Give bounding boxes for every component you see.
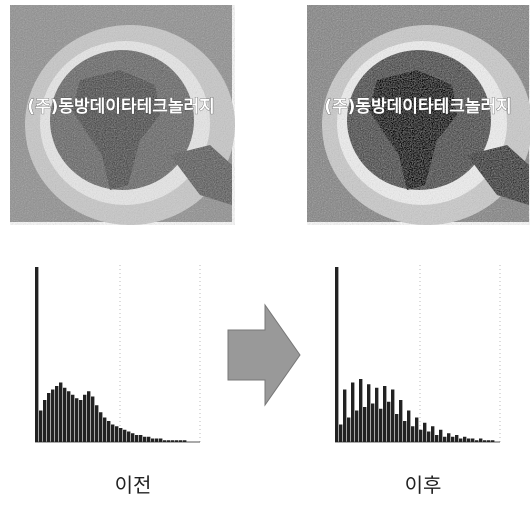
histogram-bar <box>487 440 490 442</box>
histogram-bar <box>391 390 394 443</box>
image-after: (주)동방데이타테크놀러지 <box>307 5 530 225</box>
histogram-bar <box>407 411 410 443</box>
histogram-bar <box>67 391 70 442</box>
histogram-frames <box>120 265 500 442</box>
histogram-bar <box>147 437 150 442</box>
histogram-bar <box>95 405 98 442</box>
caption: 이후 <box>405 473 442 497</box>
histogram-bar <box>123 430 126 442</box>
histogram-bar <box>131 433 134 442</box>
histogram-bar <box>435 435 438 442</box>
histogram-bar <box>115 426 118 442</box>
histogram-bar <box>71 395 74 442</box>
histogram-bar <box>399 400 402 442</box>
histogram-bar <box>395 414 398 442</box>
histogram-bar <box>151 439 154 443</box>
histogram-bar <box>491 440 494 442</box>
histogram-bar <box>171 440 174 442</box>
histogram-bar <box>387 402 390 442</box>
caption: 이전 <box>115 473 152 497</box>
watermark: (주)동방데이타테크놀러지 <box>27 97 215 117</box>
histogram-bar <box>431 426 434 442</box>
histogram-bar <box>371 404 374 443</box>
histogram-bar <box>143 437 146 442</box>
histogram-bar <box>119 428 122 442</box>
histogram-bar <box>367 384 370 442</box>
histogram-bar <box>107 421 110 442</box>
histogram-bar <box>483 440 486 442</box>
histogram-bar <box>91 397 94 443</box>
histogram-bar <box>383 386 386 442</box>
histogram-bar <box>87 391 90 442</box>
histogram-bar <box>135 435 138 442</box>
histogram-bar <box>43 400 46 442</box>
histogram-bar <box>51 390 54 443</box>
histogram-bar <box>63 388 66 442</box>
histogram-bar <box>419 430 422 442</box>
histogram-bar <box>179 440 182 442</box>
histogram-bar <box>155 439 158 443</box>
histogram-bar <box>443 437 446 442</box>
histogram-bar <box>403 421 406 442</box>
histogram-bar <box>167 440 170 442</box>
histogram-bar <box>363 407 366 442</box>
histogram-bar <box>427 432 430 443</box>
histogram-bar <box>471 439 474 443</box>
histogram-bar <box>355 411 358 443</box>
histogram-bar <box>339 425 342 443</box>
histogram-bar <box>99 412 102 442</box>
histogram-bar <box>163 440 166 442</box>
histogram-bar <box>183 440 186 442</box>
page: {"images": [{"watermark": "(주)동방데이타테크놀러지… <box>0 0 530 506</box>
arrow <box>228 305 300 405</box>
histogram-bar <box>75 398 78 442</box>
histogram-bar <box>455 435 458 442</box>
histogram-bar <box>359 379 362 442</box>
histogram-bar <box>103 418 106 443</box>
histogram-bar <box>175 440 178 442</box>
watermark: (주)동방데이타테크놀러지 <box>324 97 512 117</box>
histogram-bar <box>411 426 414 442</box>
histogram-after <box>335 267 500 442</box>
histogram-bar <box>475 440 478 442</box>
histogram-bar <box>47 393 50 442</box>
histogram-bar <box>139 435 142 442</box>
histogram-bar <box>35 267 38 442</box>
histogram-bar <box>479 439 482 443</box>
histogram-bar <box>375 388 378 442</box>
histogram-bar <box>459 439 462 443</box>
histogram-bar <box>159 439 162 443</box>
histogram-bar <box>39 411 42 443</box>
histogram-bar <box>127 432 130 443</box>
histogram-bar <box>343 390 346 443</box>
histogram-bar <box>111 425 114 443</box>
figure: (주)동방데이타테크놀러지 (주)동방데이타테크놀러지 이전 이후 <box>0 0 530 506</box>
histogram-bar <box>55 386 58 442</box>
histogram-bar <box>467 439 470 443</box>
histogram-bar <box>347 418 350 443</box>
histogram-bar <box>335 267 338 442</box>
histogram-bar <box>83 395 86 442</box>
histogram-bar <box>451 437 454 442</box>
histogram-bar <box>439 430 442 442</box>
histogram-before <box>35 267 200 442</box>
image-before: (주)동방데이타테크놀러지 <box>10 5 235 225</box>
histogram-bar <box>447 433 450 442</box>
histogram-bar <box>351 383 354 443</box>
histogram-bar <box>379 409 382 442</box>
histogram-bar <box>79 400 82 442</box>
histogram-bar <box>415 418 418 443</box>
histogram-bar <box>59 383 62 443</box>
histogram-bar <box>463 437 466 442</box>
histogram-bar <box>423 423 426 442</box>
